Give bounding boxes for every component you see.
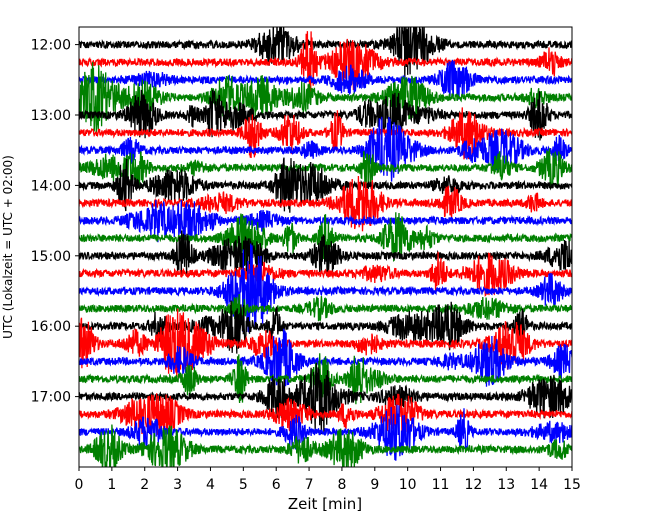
traces-group [79, 27, 572, 467]
trace-line [79, 175, 572, 232]
trace-line [79, 31, 572, 94]
y-axis: 12:00 13:00 14:00 15:00 16:00 17:00 [31, 38, 79, 406]
x-tick-label: 1 [107, 477, 116, 493]
x-tick-label: 9 [370, 477, 379, 493]
x-tick-label: 14 [530, 477, 548, 493]
x-tick-label: 13 [497, 477, 515, 493]
trace-line [79, 27, 572, 80]
y-tick-label: 17:00 [31, 390, 71, 406]
x-tick-label: 6 [272, 477, 281, 493]
trace-line [79, 212, 572, 266]
trace-line [79, 62, 572, 133]
x-axis-label: Zeit [min] [288, 495, 362, 513]
trace-line [79, 148, 572, 190]
x-tick-label: 11 [432, 477, 450, 493]
trace-line [79, 404, 572, 461]
x-tick-label: 3 [173, 477, 182, 493]
x-tick-label: 12 [464, 477, 482, 493]
x-tick-label: 15 [563, 477, 581, 493]
y-tick-label: 13:00 [31, 108, 71, 124]
y-axis-label: UTC (Lokalzeit = UTC + 02:00) [1, 155, 15, 339]
trace-line [79, 293, 572, 325]
x-tick-label: 2 [140, 477, 149, 493]
trace-line [79, 424, 572, 467]
y-tick-label: 14:00 [31, 178, 71, 194]
trace-line [79, 116, 572, 182]
y-tick-label: 16:00 [31, 319, 71, 335]
x-tick-label: 7 [305, 477, 314, 493]
trace-line [79, 89, 572, 141]
trace-line [79, 157, 572, 213]
x-axis: 0 1 2 3 4 5 6 7 8 9 10 11 12 13 14 15 [75, 467, 581, 493]
trace-line [79, 353, 572, 405]
trace-line [79, 251, 572, 297]
x-tick-label: 0 [75, 477, 84, 493]
x-tick-label: 10 [399, 477, 417, 493]
x-tick-label: 5 [239, 477, 248, 493]
plot-frame [78, 26, 573, 468]
trace-line [79, 243, 572, 334]
x-tick-label: 4 [206, 477, 215, 493]
y-tick-label: 12:00 [31, 38, 71, 54]
y-tick-label: 15:00 [31, 249, 71, 265]
x-tick-label: 8 [337, 477, 346, 493]
trace-line [79, 59, 572, 101]
